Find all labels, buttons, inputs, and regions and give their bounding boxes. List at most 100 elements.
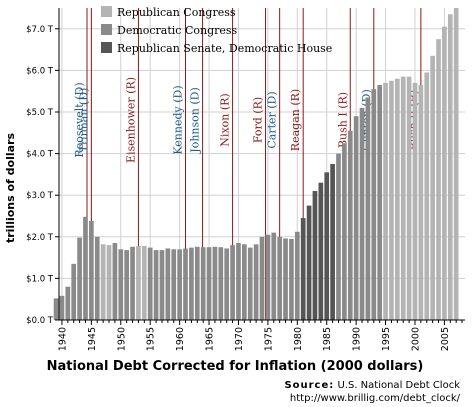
x-tick-label: 1950: [116, 327, 127, 351]
bar: [124, 250, 130, 320]
bar: [171, 249, 177, 320]
bar: [436, 39, 441, 320]
bar: [394, 78, 400, 320]
legend-entry: Democratic Congress: [117, 24, 238, 37]
bar: [112, 243, 118, 320]
source-label: Source:: [284, 380, 335, 391]
legend-entry: Republican Senate, Democratic House: [117, 42, 332, 55]
source-url: http://www.brillig.com/debt_clock/: [289, 393, 460, 404]
bar: [371, 89, 377, 321]
bar: [153, 250, 159, 320]
bar: [242, 244, 247, 320]
bar: [418, 84, 424, 321]
x-tick-label: 1940: [57, 327, 68, 351]
bar: [253, 244, 259, 320]
y-tick-label: $7.0 T: [26, 25, 54, 35]
president-label: Eisenhower (R): [124, 77, 137, 163]
bar: [430, 55, 435, 321]
bar: [353, 116, 359, 320]
bar: [406, 76, 412, 320]
bar: [442, 26, 447, 320]
bar: [453, 8, 459, 320]
x-tick-label: 2000: [410, 327, 421, 351]
bar: [183, 248, 188, 320]
bar: [412, 82, 418, 320]
president-label: Truman (D): [77, 88, 90, 153]
bar: [300, 218, 306, 320]
bar: [400, 76, 406, 320]
y-tick-label: $1.0 T: [26, 274, 54, 284]
president-label: Ford (R): [252, 97, 265, 143]
president-label: Reagan (R): [289, 89, 302, 151]
x-tick-label: 1990: [352, 327, 363, 351]
x-tick-label: 1960: [175, 327, 186, 351]
bar: [424, 72, 430, 320]
y-tick-label: $6.0 T: [26, 66, 54, 76]
bar: [318, 182, 324, 320]
bar: [342, 143, 347, 320]
bar: [324, 172, 330, 320]
bar: [283, 238, 288, 320]
bar: [377, 84, 383, 321]
legend-swatch: [101, 24, 112, 35]
source-line: Source: U.S. National Debt Clock: [284, 379, 460, 392]
bar: [447, 14, 453, 321]
bar: [65, 286, 71, 320]
y-tick-label: $3.0 T: [26, 191, 54, 201]
y-tick-labels: $0.0 T $1.0 T $2.0 T $3.0 T $4.0 T $5.0 T $6.0…: [26, 25, 54, 326]
bar: [236, 243, 241, 320]
bar: [312, 191, 318, 320]
bar: [247, 247, 253, 320]
y-tick-label: $0.0 T: [26, 316, 54, 326]
bar: [289, 238, 294, 320]
bar: [100, 244, 106, 320]
president-label: Carter (D): [266, 91, 279, 148]
legend: Republican Congress Democratic Congress Re…: [101, 6, 332, 55]
bar: [94, 236, 100, 320]
x-tick-label: 1970: [234, 327, 245, 351]
bar: [147, 247, 153, 320]
bar: [189, 247, 194, 320]
bar: [83, 216, 88, 320]
bar: [212, 246, 218, 320]
bars: [53, 8, 459, 321]
legend-swatch: [101, 42, 112, 53]
y-tick-label: $5.0 T: [26, 108, 54, 118]
legend-entry: Republican Congress: [117, 6, 236, 19]
y-tick-label: $4.0 T: [26, 150, 54, 160]
bar: [194, 246, 200, 320]
bar: [259, 236, 265, 320]
president-label: Johnson (D): [189, 87, 202, 153]
bar: [365, 97, 371, 320]
x-tick-label: 1945: [87, 327, 98, 351]
bar: [389, 80, 394, 320]
bar: [53, 298, 59, 320]
bar: [159, 250, 165, 320]
bar: [383, 82, 388, 320]
president-label: Nixon (R): [219, 93, 232, 146]
bar: [118, 249, 124, 320]
bar: [277, 236, 282, 320]
bar: [200, 247, 206, 320]
x-tick-label: 1985: [322, 327, 333, 351]
x-tick-label: 1975: [263, 327, 274, 351]
x-axis-label: National Debt Corrected for Inflation (2…: [47, 359, 424, 374]
bar: [218, 247, 224, 320]
x-tick-label: 1995: [381, 327, 392, 351]
bar: [206, 247, 212, 320]
bar: [347, 130, 353, 320]
bar: [265, 234, 271, 320]
x-tick-label: 1965: [205, 327, 216, 351]
x-tick-label: 1955: [146, 327, 157, 351]
president-label: Bush I (R): [336, 92, 349, 148]
y-axis-label: trillions of dollars: [4, 133, 17, 244]
bar: [294, 231, 300, 320]
bar: [336, 153, 341, 320]
bar: [271, 232, 277, 320]
president-label: Kennedy (D): [172, 85, 185, 154]
bar: [359, 107, 365, 320]
bar: [77, 237, 82, 320]
bar: [141, 245, 147, 320]
bar: [130, 246, 135, 320]
